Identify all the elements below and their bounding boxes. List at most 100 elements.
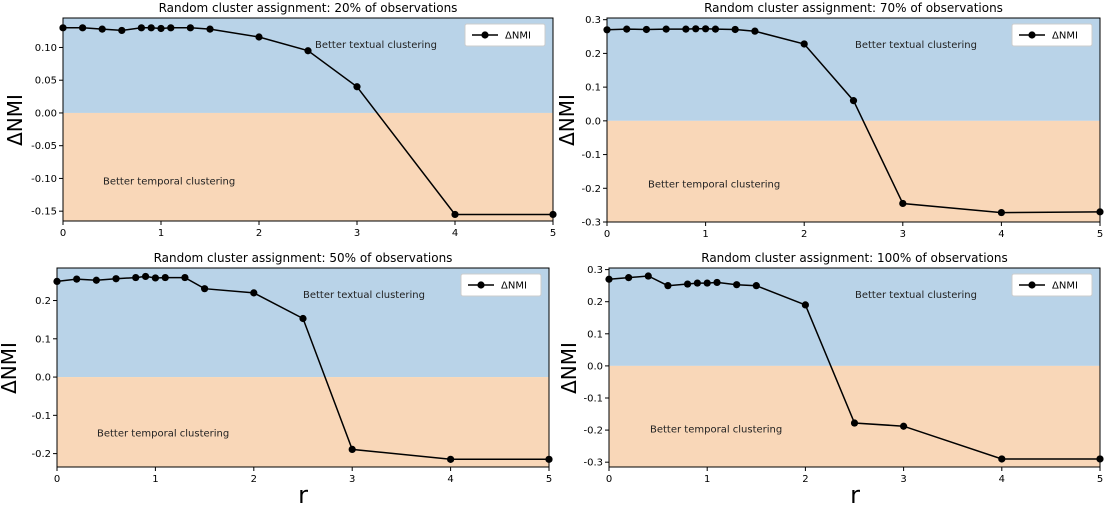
chart-1-point-8 xyxy=(731,25,739,34)
chart-1-legend-box xyxy=(1011,23,1093,47)
chart-1-ytick-label-1: 0.2 xyxy=(585,49,601,60)
chart-1-point-9 xyxy=(751,27,759,35)
chart-2-point-2 xyxy=(92,276,100,284)
chart-2-xtick-label-0: 0 xyxy=(54,474,60,485)
chart-3-point-12 xyxy=(900,422,908,430)
chart-2-ytick-label-2: 0.0 xyxy=(35,373,51,384)
chart-3-ytick-label-0: 0.3 xyxy=(587,265,603,276)
chart-1-xtick-label-1: 1 xyxy=(702,229,708,240)
chart-3-ytick-label-5: -0.2 xyxy=(583,426,603,437)
chart-2-point-13 xyxy=(447,455,455,463)
chart-0-xtick-label-4: 4 xyxy=(452,228,458,239)
chart-2-point-11 xyxy=(299,314,307,323)
chart-3-point-4 xyxy=(683,280,692,288)
chart-0-point-11 xyxy=(304,47,312,55)
chart-1-ytick-label-2: 0.1 xyxy=(585,83,601,94)
chart-3-xtick-label-5: 5 xyxy=(1097,474,1103,485)
chart-0-xtick-label-3: 3 xyxy=(354,228,360,239)
chart-2-point-0 xyxy=(53,277,61,285)
chart-1-temporal-region xyxy=(607,120,1100,222)
chart-1-legend-marker xyxy=(1028,31,1036,39)
chart-1-ytick-label-5: -0.2 xyxy=(581,184,601,195)
chart-1-xtick-label-4: 4 xyxy=(998,229,1004,240)
chart-3-xtick-label-1: 1 xyxy=(704,474,710,485)
chart-0-y-axis-label: ΔNMI xyxy=(3,94,27,146)
chart-0-temporal-region xyxy=(63,112,553,221)
chart-3-xtick-label-0: 0 xyxy=(606,474,612,485)
chart-3-point-11 xyxy=(850,419,859,427)
chart-2-point-9 xyxy=(201,285,209,293)
chart-1-point-10 xyxy=(800,40,808,48)
chart-3-xtick-label-3: 3 xyxy=(900,474,906,485)
chart-3-point-1 xyxy=(625,274,633,282)
chart-2-xtick-label-3: 3 xyxy=(349,474,355,485)
chart-0-point-7 xyxy=(167,24,175,32)
chart-1-ytick-label-3: 0.0 xyxy=(585,116,601,127)
chart-2-point-10 xyxy=(250,289,258,297)
chart-0-legend-label: ΔNMI xyxy=(505,31,531,42)
chart-3-y-axis-label: ΔNMI xyxy=(557,342,581,394)
chart-2-axes-frame xyxy=(56,267,550,468)
chart-0-ytick-label-4: -0.10 xyxy=(31,174,57,185)
chart-0-xtick-label-1: 1 xyxy=(158,228,164,239)
chart-3-legend-label: ΔNMI xyxy=(1052,281,1078,292)
chart-3-legend: ΔNMI xyxy=(1011,273,1093,297)
chart-0-point-4 xyxy=(137,24,145,32)
chart-2-ytick-label-3: -0.1 xyxy=(31,411,51,422)
chart-1-axes-frame xyxy=(606,17,1101,223)
chart-0-legend-box xyxy=(464,23,546,47)
chart-3-ytick-label-2: 0.1 xyxy=(587,329,603,340)
chart-0-legend-marker xyxy=(481,31,489,39)
chart-1-point-3 xyxy=(662,25,670,33)
chart-3-legend-marker xyxy=(1028,281,1036,289)
chart-2-y-axis-label: ΔNMI xyxy=(0,342,21,394)
chart-3-point-6 xyxy=(703,279,711,287)
chart-1-xtick-label-5: 5 xyxy=(1097,229,1103,240)
chart-1-xtick-label-0: 0 xyxy=(604,229,610,240)
chart-2-point-4 xyxy=(132,273,140,282)
chart-2-legend: ΔNMI xyxy=(460,273,542,297)
chart-3-xtick-label-4: 4 xyxy=(999,474,1005,485)
chart-1-point-5 xyxy=(692,25,700,33)
chart-1-point-7 xyxy=(711,25,720,33)
chart-3-upper-region-label: Better textual clustering xyxy=(855,290,977,301)
chart-1-y-axis-label: ΔNMI xyxy=(555,94,579,146)
chart-2-upper-region-label: Better textual clustering xyxy=(303,290,425,301)
chart-2-point-12 xyxy=(348,445,356,453)
chart-3-point-0 xyxy=(605,275,613,283)
chart-3-point-3 xyxy=(664,282,672,290)
chart-1-legend: ΔNMI xyxy=(1011,23,1093,47)
chart-1-title: Random cluster assignment: 70% of observ… xyxy=(704,1,1003,15)
chart-1-point-1 xyxy=(623,25,631,33)
chart-0-xtick-label-2: 2 xyxy=(256,228,262,239)
chart-0-point-10 xyxy=(255,33,263,41)
chart-3-axes-frame xyxy=(608,267,1101,468)
chart-2-xtick-label-2: 2 xyxy=(251,474,257,485)
x-axis-label-right: r xyxy=(850,481,860,509)
chart-0-ytick-label-1: 0.05 xyxy=(35,76,57,87)
chart-2-point-7 xyxy=(161,273,169,282)
chart-2-temporal-region xyxy=(57,377,549,467)
x-axis-label-left: r xyxy=(298,481,308,509)
chart-100-percent: Random cluster assignment: 100% of obser… xyxy=(557,251,1104,485)
chart-0-point-6 xyxy=(157,24,165,33)
chart-0-point-3 xyxy=(118,26,126,35)
chart-3-temporal-region xyxy=(609,365,1100,467)
chart-3-point-9 xyxy=(752,282,760,290)
chart-1-point-0 xyxy=(603,26,611,34)
chart-2-legend-box xyxy=(460,273,542,297)
chart-2-xtick-label-1: 1 xyxy=(152,474,158,485)
chart-3-legend-box xyxy=(1011,273,1093,297)
chart-3-point-2 xyxy=(644,272,652,280)
chart-3-point-14 xyxy=(1096,455,1104,463)
chart-1-xtick-label-3: 3 xyxy=(900,229,906,240)
chart-0-xtick-label-5: 5 xyxy=(550,228,556,239)
chart-1-point-12 xyxy=(899,199,907,208)
chart-1-point-13 xyxy=(997,208,1006,217)
chart-2-xtick-label-5: 5 xyxy=(546,474,552,485)
chart-2-ytick-label-0: 0.2 xyxy=(35,296,51,307)
chart-1-point-6 xyxy=(702,25,710,33)
chart-1-ytick-label-0: 0.3 xyxy=(585,15,601,26)
chart-1-point-2 xyxy=(642,25,651,34)
chart-0-title: Random cluster assignment: 20% of observ… xyxy=(159,1,458,15)
